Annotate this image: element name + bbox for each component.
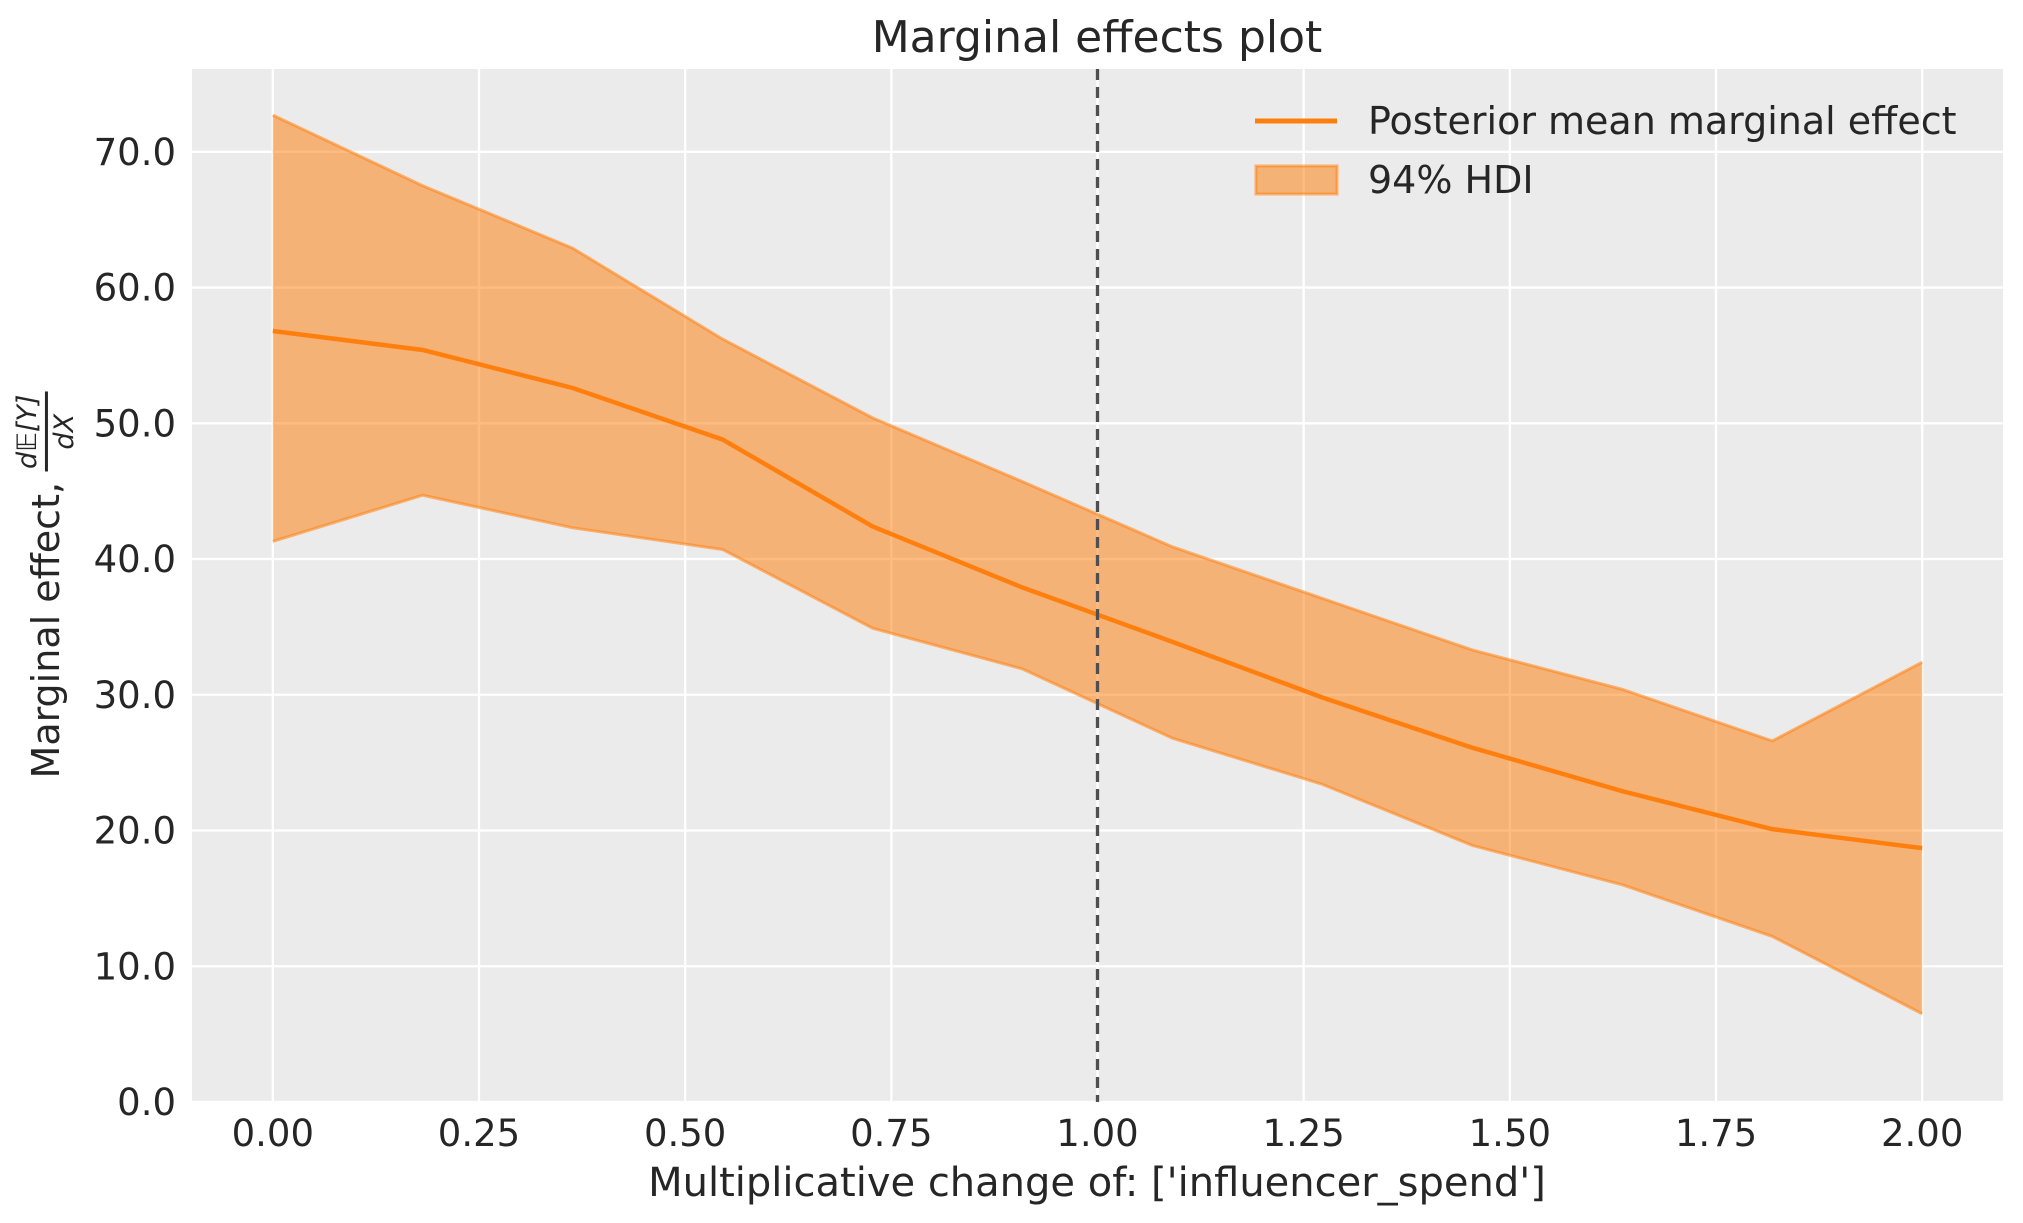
y-tick-label: 70.0 <box>94 131 176 174</box>
x-tick-label: 1.50 <box>1469 1112 1551 1155</box>
y-tick-label: 10.0 <box>94 945 176 988</box>
x-tick-label: 2.00 <box>1881 1112 1963 1155</box>
legend-patch-swatch <box>1254 164 1339 196</box>
x-tick-label: 0.50 <box>644 1112 726 1155</box>
x-axis-label: Multiplicative change of: ['influencer_s… <box>648 1160 1546 1206</box>
x-tick-label: 1.25 <box>1262 1112 1344 1155</box>
y-tick-label: 0.0 <box>117 1081 176 1124</box>
chart-title: Marginal effects plot <box>872 12 1323 63</box>
y-tick-labels: 0.0 10.0 20.0 30.0 40.0 50.0 60.0 70.0 <box>94 131 176 1124</box>
x-tick-label: 0.75 <box>850 1112 932 1155</box>
y-tick-label: 30.0 <box>94 674 176 717</box>
y-tick-label: 20.0 <box>94 810 176 853</box>
y-axis-label-text: Marginal effect, <box>24 481 68 779</box>
legend-label-hdi: 94% HDI <box>1368 158 1534 202</box>
x-tick-label: 0.25 <box>438 1112 520 1155</box>
hdi-upper-edge <box>272 113 1923 743</box>
legend: Posterior mean marginal effect 94% HDI <box>1254 99 1957 202</box>
y-tick-label: 50.0 <box>94 402 176 445</box>
y-axis-label-fraction: d𝔼[Y] dX <box>11 391 80 472</box>
x-tick-label: 1.75 <box>1675 1112 1757 1155</box>
y-tick-label: 60.0 <box>94 267 176 310</box>
fraction-numerator: d𝔼[Y] <box>11 391 48 472</box>
x-tick-label: 0.00 <box>232 1112 314 1155</box>
x-tick-labels: 0.00 0.25 0.50 0.75 1.00 1.25 1.50 1.75 2.00 <box>232 1112 1964 1155</box>
x-tick-label: 1.00 <box>1056 1112 1138 1155</box>
legend-label-mean: Posterior mean marginal effect <box>1368 99 1957 143</box>
fraction-denominator: dX <box>49 413 80 450</box>
y-axis-label: Marginal effect, d𝔼[Y] dX <box>11 391 80 779</box>
y-tick-label: 40.0 <box>94 538 176 581</box>
